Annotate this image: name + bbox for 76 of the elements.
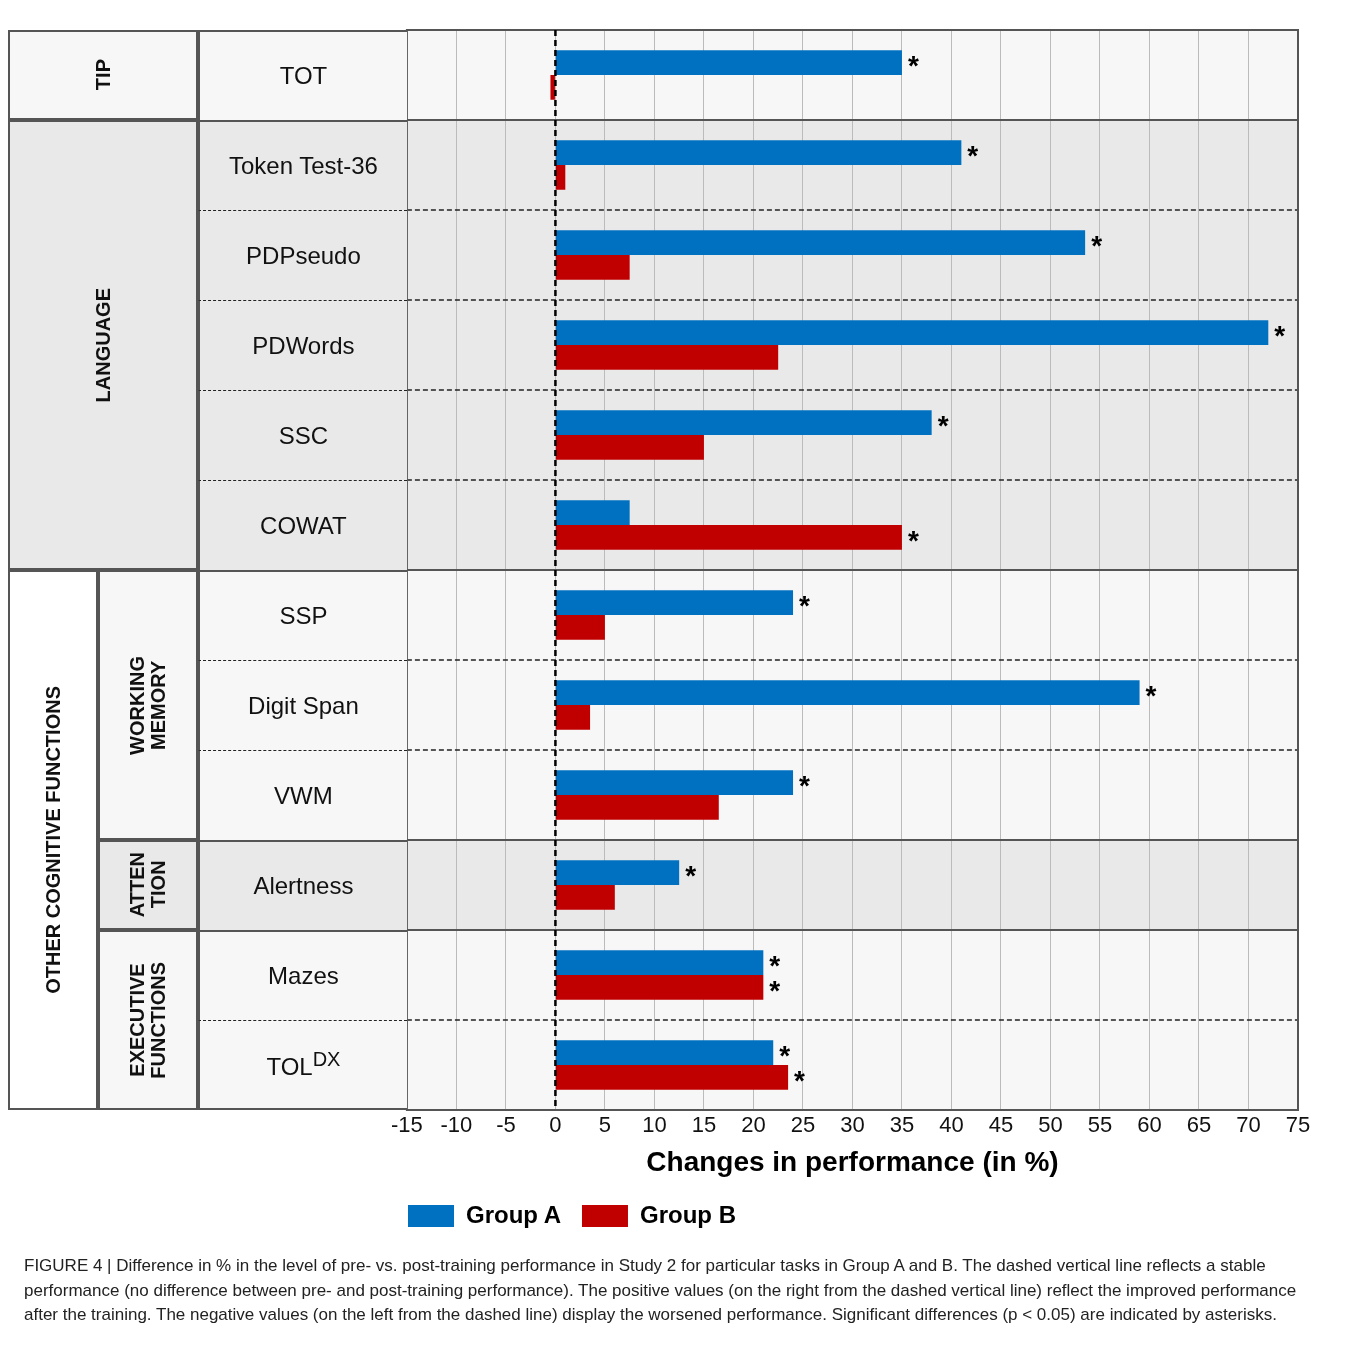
bar [555,500,630,525]
x-tick-label: -10 [440,1112,473,1138]
bar [555,320,1269,345]
x-tick-label: 50 [1038,1112,1063,1138]
x-tick-label: 30 [840,1112,865,1138]
data-label: * [907,525,919,557]
text: EXECUTIVE FUNCTIONS [126,961,169,1079]
data-label: * [907,50,919,82]
data-label: * [1274,320,1286,352]
data-label: * [779,1040,791,1072]
bar [555,525,902,550]
y-tick-label: PDPseudo [246,241,361,270]
x-axis-title: Changes in performance (in %) [646,1145,1059,1177]
y-tick-label: SSC [278,421,329,450]
y-tick-label: SSP [279,602,328,630]
text: WORKING MEMORY [126,655,169,755]
bar [555,615,605,640]
bar [555,1065,789,1090]
text: TIP [91,59,114,91]
bar [555,435,704,460]
x-tick-label: 20 [741,1112,766,1138]
x-tick-label: 70 [1236,1112,1261,1138]
y-tick-label: PDWords [252,331,355,360]
bar [555,795,719,820]
data-label: * [799,590,811,622]
x-tick-label: 60 [1137,1112,1162,1138]
bar [555,410,932,435]
caption: FIGURE 4 | Difference in % in the level of pre- vs. post-training performance in Study 2 for particular tasks in Group A and B. The dashed vertical line reflects a stable performance (no difference between pre- and post-training performance). The positive values (on the right from the dashed vertical line) reflect the improved performance after the training. The negative values (on the left from the dashed line) display the worsened performance. Significant differences (p < 0.05) are indicated by asterisks. [24,1255,1298,1327]
bar [555,590,794,615]
y-tick-label: VWM [274,781,333,810]
y-tick-label: TOT [279,62,328,90]
bar [555,950,764,975]
x-tick-label: 40 [939,1112,964,1138]
data-label: * [685,860,697,892]
x-tick-label: 10 [642,1112,667,1138]
bar [555,255,630,280]
bar [555,770,794,795]
bar [555,1040,774,1065]
bar [555,165,566,190]
legend-label: Group B [639,1200,736,1228]
bar [555,885,615,910]
x-tick-label: 5 [598,1112,612,1138]
text: ATTEN TION [126,852,169,918]
x-tick-label: 45 [988,1112,1014,1138]
y-tick-label: Mazes [268,962,339,990]
x-tick-label: 35 [889,1112,915,1138]
bar [555,140,962,165]
y-tick-label: COWAT [260,511,347,540]
data-label: * [967,140,979,172]
data-label: * [799,770,811,802]
bar [555,345,779,370]
x-tick-label: 25 [790,1112,816,1138]
legend-label: Group A [466,1200,562,1228]
y-tick-label: Alertness [253,872,354,900]
bar [555,975,764,1000]
data-label: * [937,410,949,442]
bar [555,50,902,75]
x-tick-label: 55 [1087,1112,1113,1138]
x-tick-label: 65 [1186,1112,1212,1138]
y-tick-label: Token Test-36 [228,152,378,180]
bar [555,230,1086,255]
bar [555,860,680,885]
bar [555,680,1140,705]
y-tick-label: TOL$^{DX}$ [266,1048,341,1081]
y-tick-label: Digit Span [248,691,359,720]
data-label: * [1145,680,1157,712]
x-tick-label: -5 [496,1112,516,1138]
text: OTHER COGNITIVE FUNCTIONS [41,686,64,994]
text: LANGUAGE [91,287,114,403]
x-tick-label: -15 [391,1112,423,1138]
x-tick-label: 15 [691,1112,717,1138]
bar [555,705,591,730]
x-tick-label: 0 [549,1112,562,1138]
x-tick-label: 75 [1285,1112,1311,1138]
data-label: * [1091,230,1103,262]
data-label: * [794,1065,806,1097]
